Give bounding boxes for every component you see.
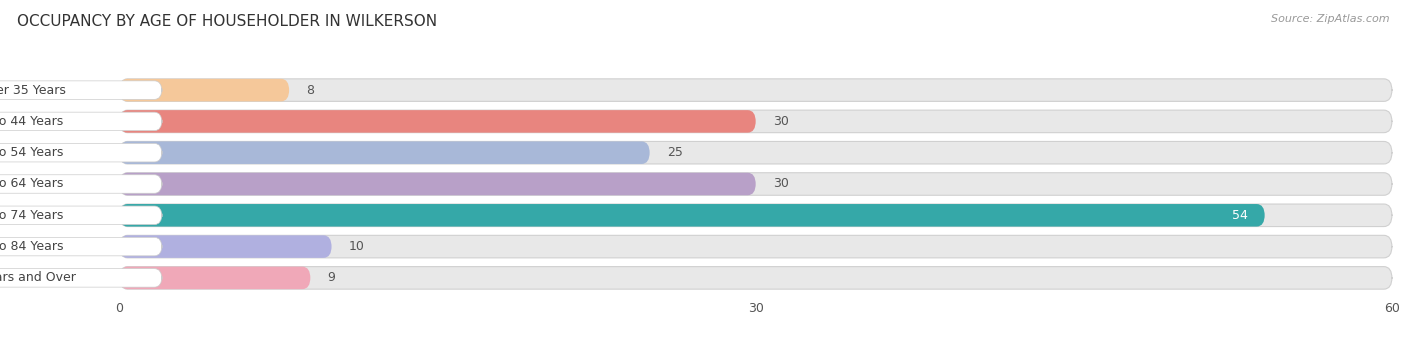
Text: 54: 54 (1232, 209, 1247, 222)
FancyBboxPatch shape (0, 112, 162, 131)
FancyBboxPatch shape (120, 79, 1392, 101)
Text: 9: 9 (328, 271, 335, 284)
FancyBboxPatch shape (120, 173, 756, 195)
FancyBboxPatch shape (120, 204, 1392, 226)
FancyBboxPatch shape (120, 110, 756, 133)
FancyBboxPatch shape (120, 142, 650, 164)
FancyBboxPatch shape (0, 269, 162, 287)
FancyBboxPatch shape (0, 81, 162, 99)
Text: Source: ZipAtlas.com: Source: ZipAtlas.com (1271, 14, 1389, 24)
Text: 35 to 44 Years: 35 to 44 Years (0, 115, 63, 128)
FancyBboxPatch shape (0, 237, 162, 256)
Text: Under 35 Years: Under 35 Years (0, 84, 66, 97)
FancyBboxPatch shape (120, 267, 1392, 289)
FancyBboxPatch shape (120, 204, 1265, 226)
Text: 65 to 74 Years: 65 to 74 Years (0, 209, 63, 222)
Text: 10: 10 (349, 240, 364, 253)
Text: 25: 25 (666, 146, 682, 159)
Text: 30: 30 (773, 178, 789, 191)
Text: 8: 8 (307, 84, 314, 97)
Text: 55 to 64 Years: 55 to 64 Years (0, 178, 63, 191)
FancyBboxPatch shape (120, 173, 1392, 195)
FancyBboxPatch shape (120, 267, 311, 289)
FancyBboxPatch shape (0, 144, 162, 162)
FancyBboxPatch shape (120, 235, 332, 258)
Text: 45 to 54 Years: 45 to 54 Years (0, 146, 63, 159)
FancyBboxPatch shape (0, 206, 162, 224)
FancyBboxPatch shape (0, 175, 162, 193)
FancyBboxPatch shape (120, 110, 1392, 133)
FancyBboxPatch shape (120, 79, 290, 101)
Text: OCCUPANCY BY AGE OF HOUSEHOLDER IN WILKERSON: OCCUPANCY BY AGE OF HOUSEHOLDER IN WILKE… (17, 14, 437, 29)
FancyBboxPatch shape (120, 142, 1392, 164)
Text: 30: 30 (773, 115, 789, 128)
Text: 75 to 84 Years: 75 to 84 Years (0, 240, 63, 253)
FancyBboxPatch shape (120, 235, 1392, 258)
Text: 85 Years and Over: 85 Years and Over (0, 271, 76, 284)
